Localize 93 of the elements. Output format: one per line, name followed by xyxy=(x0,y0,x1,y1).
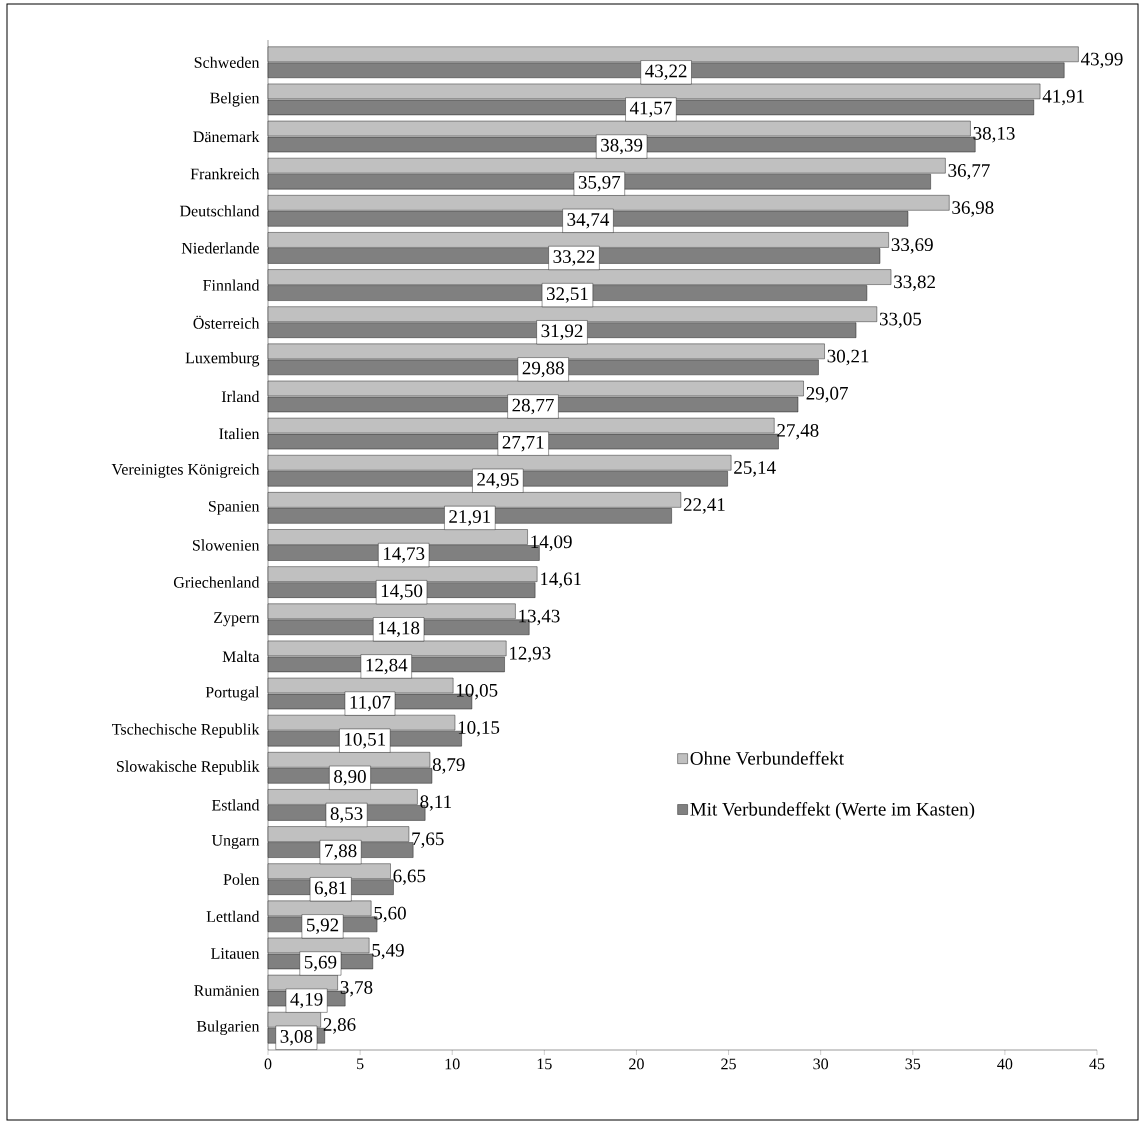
y-tick-label: Litauen xyxy=(211,948,260,959)
data-label: 43,99 xyxy=(1080,52,1123,69)
y-tick-label: Italien xyxy=(219,427,260,440)
data-label: 24,95 xyxy=(477,473,519,489)
data-label: 14,61 xyxy=(541,572,581,589)
y-tick-label: Zypern xyxy=(214,612,260,627)
data-label: 13,43 xyxy=(519,609,560,626)
data-label: 38,39 xyxy=(601,138,643,155)
data-label: 28,77 xyxy=(512,398,554,415)
data-label: 32,51 xyxy=(546,287,588,303)
x-tick-label: 25 xyxy=(721,1058,736,1070)
data-label: 33,69 xyxy=(891,238,933,254)
data-label: 3,78 xyxy=(340,980,373,997)
x-tick-label: 30 xyxy=(813,1058,829,1070)
x-tick-label: 10 xyxy=(445,1058,460,1070)
data-label: 10,15 xyxy=(458,721,500,737)
data-label: 21,91 xyxy=(449,510,491,526)
data-label: 34,74 xyxy=(567,213,610,229)
data-label: 5,60 xyxy=(374,906,406,923)
y-tick-label: Slowenien xyxy=(192,539,260,551)
y-tick-label: Rumänien xyxy=(194,985,260,996)
y-tick-label: Finnland xyxy=(203,279,260,291)
legend-label: Ohne Verbundeffekt xyxy=(690,751,844,765)
data-label: 14,09 xyxy=(531,535,572,551)
data-label: 5,92 xyxy=(307,918,339,935)
data-label: 8,11 xyxy=(420,795,452,811)
x-tick-label: 5 xyxy=(357,1058,364,1070)
data-label: 4,19 xyxy=(290,992,323,1009)
y-tick-label: Vereinigtes Königreich xyxy=(111,463,260,479)
x-tick-label: 15 xyxy=(537,1058,552,1070)
data-label: 10,51 xyxy=(345,732,386,749)
y-tick-label: Dänemark xyxy=(193,130,260,143)
data-label: 8,53 xyxy=(330,807,363,823)
data-label: 35,97 xyxy=(578,175,621,192)
data-label: 33,82 xyxy=(894,275,935,291)
data-label: 5,69 xyxy=(304,955,337,972)
data-label: 14,50 xyxy=(381,584,423,600)
data-label: 8,79 xyxy=(432,758,465,774)
x-tick-label: 0 xyxy=(264,1058,272,1070)
y-tick-label: Malta xyxy=(222,650,260,663)
y-tick-label: Deutschland xyxy=(179,205,260,217)
data-label: 25,14 xyxy=(734,461,776,477)
data-label: 8,90 xyxy=(334,770,366,786)
data-label: 6,81 xyxy=(314,881,347,897)
data-label: 27,48 xyxy=(777,423,819,440)
data-label: 7,88 xyxy=(325,844,357,860)
x-tick-label: 45 xyxy=(1089,1058,1105,1070)
data-label: 6,65 xyxy=(393,869,426,886)
data-label: 2,86 xyxy=(323,1018,356,1034)
data-label: 12,93 xyxy=(510,646,551,663)
data-label: 27,71 xyxy=(502,435,544,452)
data-label: 33,22 xyxy=(553,250,595,266)
data-label: 14,18 xyxy=(378,621,420,638)
y-tick-label: Slowakische Republik xyxy=(116,760,260,776)
data-label: 43,22 xyxy=(645,64,687,81)
x-tick-label: 35 xyxy=(905,1058,921,1070)
y-tick-label: Bulgarien xyxy=(196,1020,260,1036)
data-label: 12,84 xyxy=(366,658,408,675)
data-label: 41,57 xyxy=(629,101,672,118)
data-label: 3,08 xyxy=(280,1029,313,1046)
y-tick-label: Irland xyxy=(221,390,260,403)
y-tick-label: Belgien xyxy=(210,92,260,107)
y-tick-label: Luxemburg xyxy=(185,352,260,367)
y-tick-label: Estland xyxy=(211,799,260,811)
data-label: 11,07 xyxy=(350,695,391,712)
data-label: 7,65 xyxy=(412,832,444,848)
y-tick-label: Niederlande xyxy=(181,242,259,254)
data-label: 29,07 xyxy=(806,386,848,403)
y-tick-label: Polen xyxy=(223,873,260,885)
data-label: 5,49 xyxy=(372,943,404,960)
data-label: 33,05 xyxy=(879,312,922,329)
data-label: 14,73 xyxy=(383,547,425,563)
data-label: 29,88 xyxy=(522,361,564,378)
data-label: 38,13 xyxy=(973,126,1015,143)
data-label: 10,05 xyxy=(457,683,498,700)
data-label: 36,98 xyxy=(952,201,994,217)
y-tick-label: Portugal xyxy=(205,686,260,701)
y-tick-label: Ungarn xyxy=(211,835,260,850)
y-tick-label: Spanien xyxy=(208,500,260,515)
y-tick-label: Tschechische Republik xyxy=(112,723,260,738)
data-label: 31,92 xyxy=(541,324,583,340)
y-tick-label: Schweden xyxy=(194,56,260,68)
data-label: 36,77 xyxy=(948,164,990,180)
data-label: 22,41 xyxy=(683,498,725,514)
y-tick-label: Frankreich xyxy=(190,168,260,180)
legend-label: Mit Verbundeffekt (Werte im Kasten) xyxy=(690,802,975,820)
y-tick-label: Österreich xyxy=(193,315,260,329)
x-tick-label: 40 xyxy=(997,1058,1013,1070)
y-tick-label: Griechenland xyxy=(173,576,260,588)
data-label: 41,91 xyxy=(1042,89,1084,106)
x-tick-label: 20 xyxy=(629,1058,644,1070)
y-tick-label: Lettland xyxy=(206,910,260,922)
data-label: 30,21 xyxy=(827,349,869,366)
